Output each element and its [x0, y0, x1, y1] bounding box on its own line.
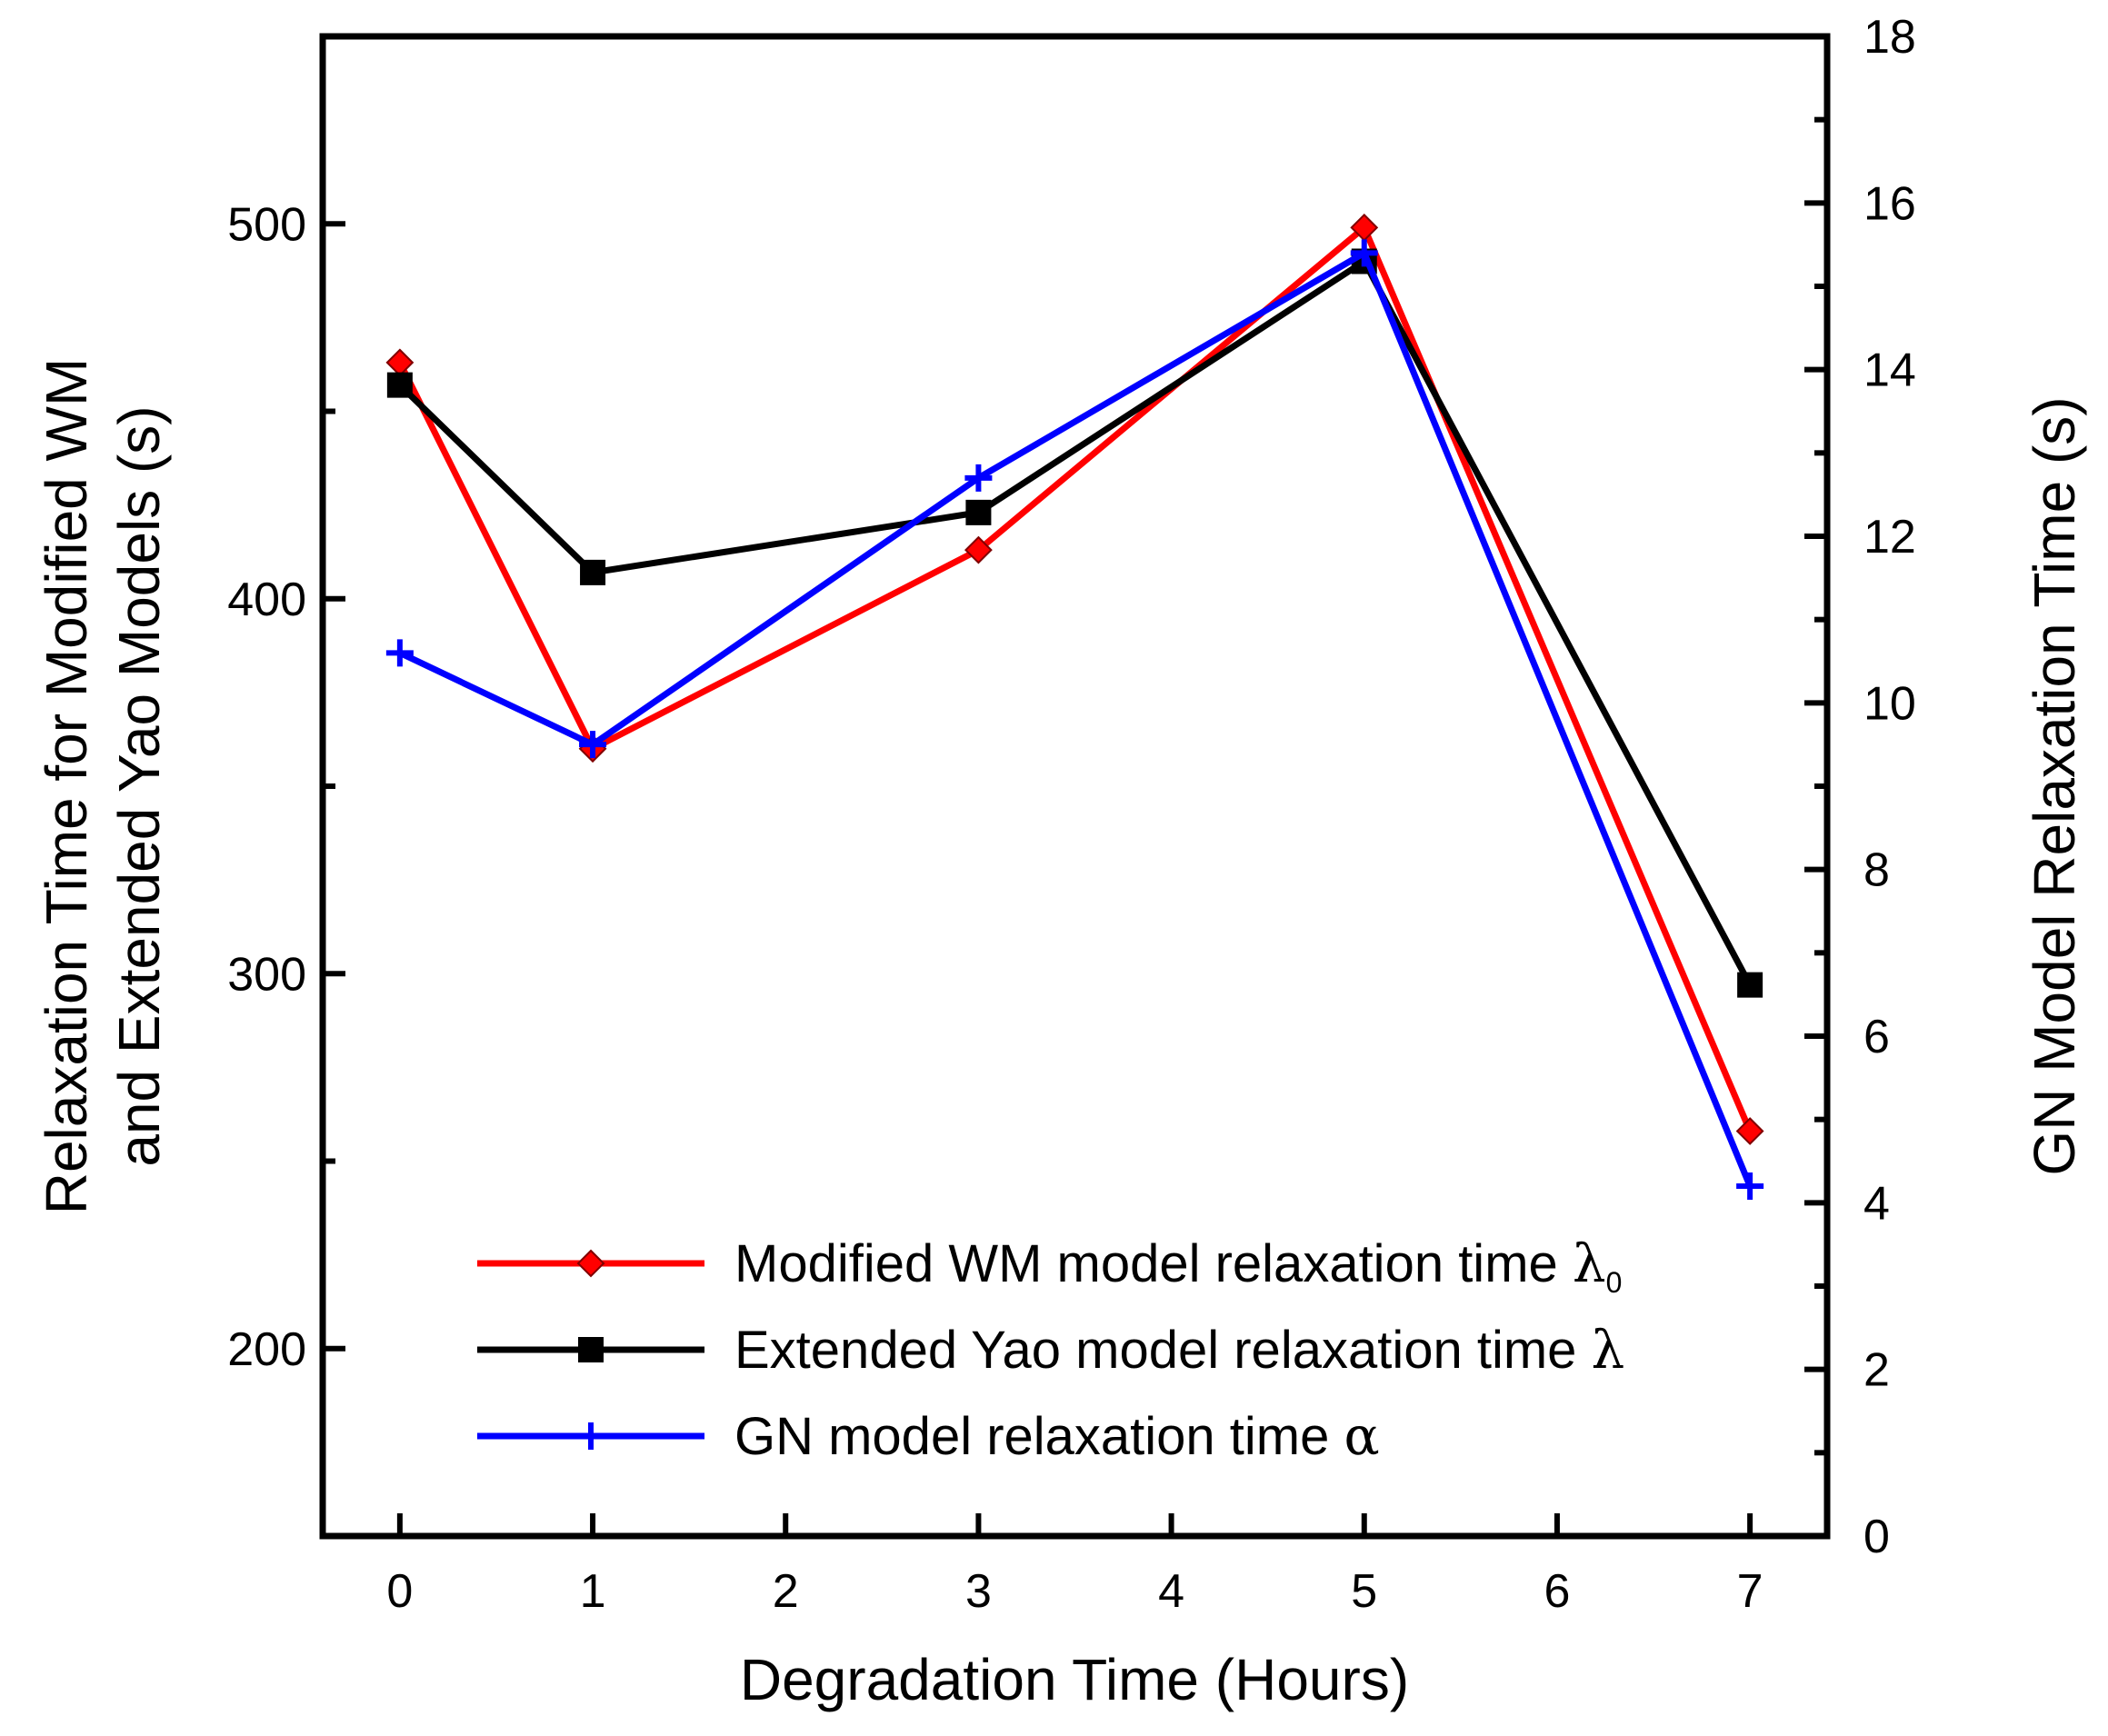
series-line: [396, 224, 1753, 1132]
x-tick-label: 6: [1544, 1565, 1570, 1618]
y-right-tick-label: 2: [1863, 1344, 1890, 1397]
data-point: [1735, 1117, 1764, 1145]
y-right-tick-label: 12: [1863, 511, 1916, 564]
legend-label-text: Extended Yao model relaxation time: [734, 1321, 1592, 1380]
y-right-axis-title: GN Model Relaxation Time (s): [2022, 396, 2087, 1175]
legend-label: GN model relaxation time α: [734, 1405, 1380, 1467]
y-right-tick-label: 18: [1863, 11, 1916, 64]
y-right-axis-ticks: 0 2 4 6 8 10 12 14 16 18: [1804, 11, 1916, 1563]
legend-label-text: Modified WM model relaxation time: [734, 1234, 1573, 1293]
x-tick-label: 3: [965, 1565, 992, 1618]
data-point: [964, 535, 993, 564]
data-point: [385, 639, 414, 667]
legend-label: Extended Yao model relaxation time λ: [734, 1319, 1624, 1381]
legend-label-symbol: λ: [1573, 1232, 1606, 1294]
data-point: [1737, 972, 1763, 998]
y-right-tick-label: 8: [1863, 844, 1890, 897]
y-left-axis-ticks: 200 300 400 500: [227, 198, 345, 1376]
data-point: [579, 731, 607, 759]
y-left-axis-title-line1: Relaxation Time for Modified WM: [34, 358, 99, 1215]
y-right-tick-label: 14: [1863, 344, 1916, 397]
y-right-tick-label: 4: [1863, 1177, 1890, 1230]
data-point: [964, 464, 993, 492]
y-right-tick-label: 16: [1863, 177, 1916, 230]
legend-label-symbol: λ: [1592, 1319, 1625, 1381]
legend-marker: [576, 1249, 605, 1278]
y-left-tick-label: 400: [227, 574, 306, 626]
data-point: [580, 559, 606, 585]
x-tick-label: 5: [1351, 1565, 1377, 1618]
series-line: [397, 258, 1753, 987]
legend-marker: [578, 1337, 604, 1362]
legend-label-symbol: α: [1344, 1405, 1379, 1467]
data-point: [965, 499, 992, 525]
y-left-axis-title-line2: and Extended Yao Models (s): [106, 405, 172, 1166]
legend-marker: [577, 1422, 604, 1450]
x-axis-ticks: 0 1 2 3 4 5 6 7: [386, 1513, 1763, 1618]
x-tick-label: 4: [1158, 1565, 1184, 1618]
x-tick-label: 7: [1737, 1565, 1763, 1618]
data-point: [1736, 1172, 1764, 1200]
x-tick-label: 1: [580, 1565, 606, 1618]
y-right-tick-label: 0: [1863, 1511, 1890, 1563]
y-right-tick-label: 6: [1863, 1011, 1890, 1063]
data-point: [1350, 239, 1378, 267]
data-point: [385, 348, 415, 377]
x-tick-label: 2: [773, 1565, 799, 1618]
y-right-tick-label: 10: [1863, 677, 1916, 730]
y-left-tick-label: 300: [227, 948, 306, 1001]
x-tick-label: 0: [386, 1565, 413, 1618]
series-layer: [385, 213, 1764, 1200]
y-left-tick-label: 500: [227, 198, 306, 251]
legend: Modified WM model relaxation time λ0Exte…: [477, 1232, 1624, 1467]
legend-label-subscript: 0: [1606, 1266, 1623, 1299]
series-line: [398, 249, 1753, 1188]
data-point: [386, 372, 413, 398]
y-left-tick-label: 200: [227, 1323, 306, 1376]
legend-label: Modified WM model relaxation time λ0: [734, 1232, 1622, 1299]
x-axis-title: Degradation Time (Hours): [740, 1647, 1409, 1712]
legend-label-text: GN model relaxation time: [734, 1407, 1344, 1466]
